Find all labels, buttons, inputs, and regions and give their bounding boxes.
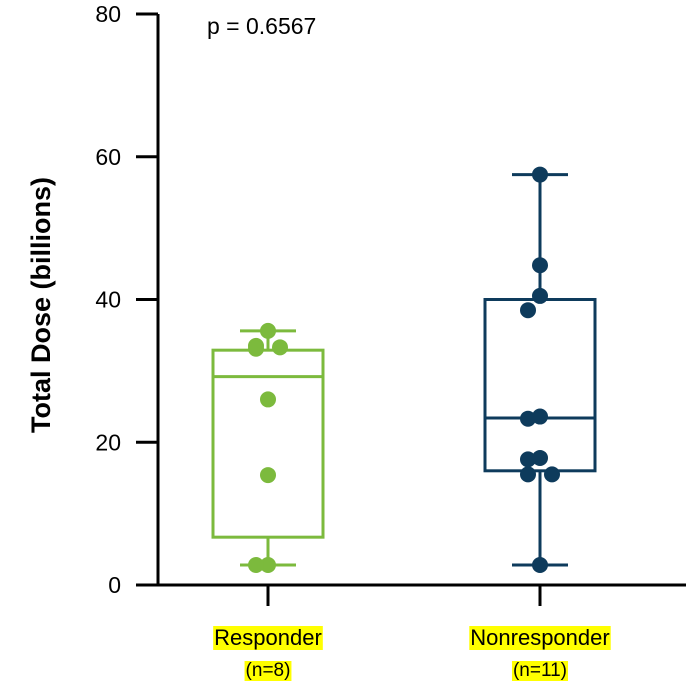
data-point [532, 449, 548, 466]
box-group-responder [211, 322, 325, 574]
y-tick-label: 0 [108, 572, 121, 598]
data-point [248, 340, 264, 357]
box-groups [211, 166, 597, 574]
label-highlight [244, 661, 292, 681]
data-point [532, 408, 548, 425]
data-point [532, 557, 548, 574]
y-axis-label: Total Dose (billions) [26, 177, 56, 433]
y-tick-label: 60 [95, 144, 121, 170]
label-highlight [511, 661, 569, 681]
data-point [532, 257, 548, 274]
y-tick-label: 20 [95, 429, 121, 455]
data-point [272, 339, 288, 356]
data-point [520, 466, 536, 483]
data-point [260, 557, 276, 574]
sample-size-label: (n=11) [513, 660, 567, 681]
iqr-box [211, 348, 325, 539]
category-labels: Responder (n=8) Nonresponder (n=11) [213, 625, 611, 681]
data-point [520, 410, 536, 427]
box-group-nonresponder [483, 166, 597, 574]
data-point [544, 466, 560, 483]
p-value-annotation: p = 0.6567 [207, 13, 316, 39]
data-point [260, 322, 276, 339]
data-point [248, 557, 264, 574]
category-label: Responder [214, 625, 322, 650]
data-point [520, 451, 536, 468]
y-tick-label: 80 [95, 1, 121, 27]
category-label: Nonresponder [470, 625, 609, 650]
iqr-box [483, 298, 597, 473]
data-point [260, 467, 276, 484]
y-tick-label: 40 [95, 287, 121, 313]
data-point [260, 391, 276, 408]
y-ticks: 0 20 40 60 80 [95, 1, 158, 598]
sample-size-label: (n=8) [246, 660, 291, 681]
label-highlight [469, 626, 611, 650]
x-ticks [266, 585, 542, 606]
label-highlight [213, 626, 323, 650]
data-point [520, 302, 536, 319]
data-point [532, 287, 548, 304]
data-point [532, 166, 548, 183]
